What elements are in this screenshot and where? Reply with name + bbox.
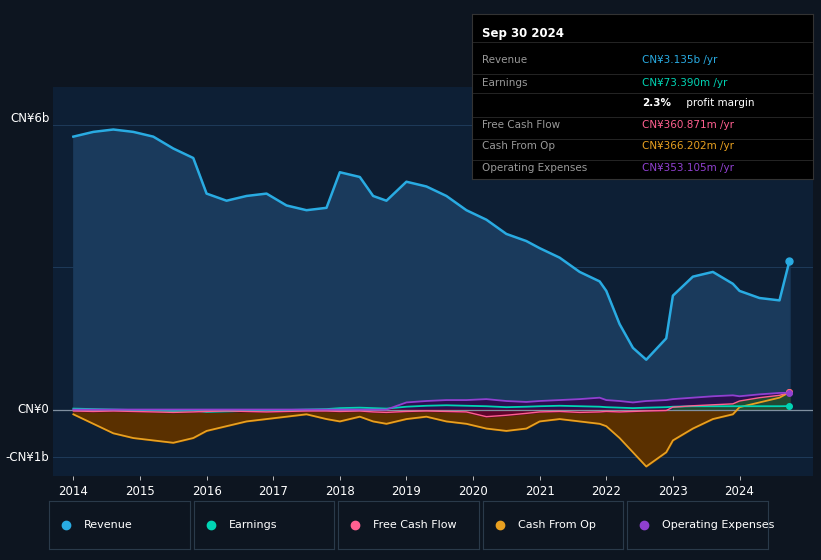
Text: Operating Expenses: Operating Expenses: [663, 520, 775, 530]
Text: profit margin: profit margin: [683, 98, 754, 108]
Text: Revenue: Revenue: [85, 520, 133, 530]
Text: Free Cash Flow: Free Cash Flow: [374, 520, 457, 530]
Text: -CN¥1b: -CN¥1b: [6, 450, 49, 464]
Text: Operating Expenses: Operating Expenses: [482, 162, 588, 172]
Text: CN¥360.871m /yr: CN¥360.871m /yr: [643, 120, 735, 130]
Text: Sep 30 2024: Sep 30 2024: [482, 27, 564, 40]
Text: Free Cash Flow: Free Cash Flow: [482, 120, 561, 130]
Text: Earnings: Earnings: [229, 520, 277, 530]
Text: CN¥353.105m /yr: CN¥353.105m /yr: [643, 162, 735, 172]
Text: Cash From Op: Cash From Op: [482, 141, 555, 151]
Text: CN¥366.202m /yr: CN¥366.202m /yr: [643, 141, 735, 151]
Text: CN¥73.390m /yr: CN¥73.390m /yr: [643, 78, 727, 88]
Text: CN¥0: CN¥0: [18, 403, 49, 416]
Text: Cash From Op: Cash From Op: [518, 520, 596, 530]
Text: 2.3%: 2.3%: [643, 98, 672, 108]
Text: CN¥3.135b /yr: CN¥3.135b /yr: [643, 55, 718, 66]
Text: Revenue: Revenue: [482, 55, 527, 66]
Text: Earnings: Earnings: [482, 78, 528, 88]
Text: CN¥6b: CN¥6b: [10, 112, 49, 125]
